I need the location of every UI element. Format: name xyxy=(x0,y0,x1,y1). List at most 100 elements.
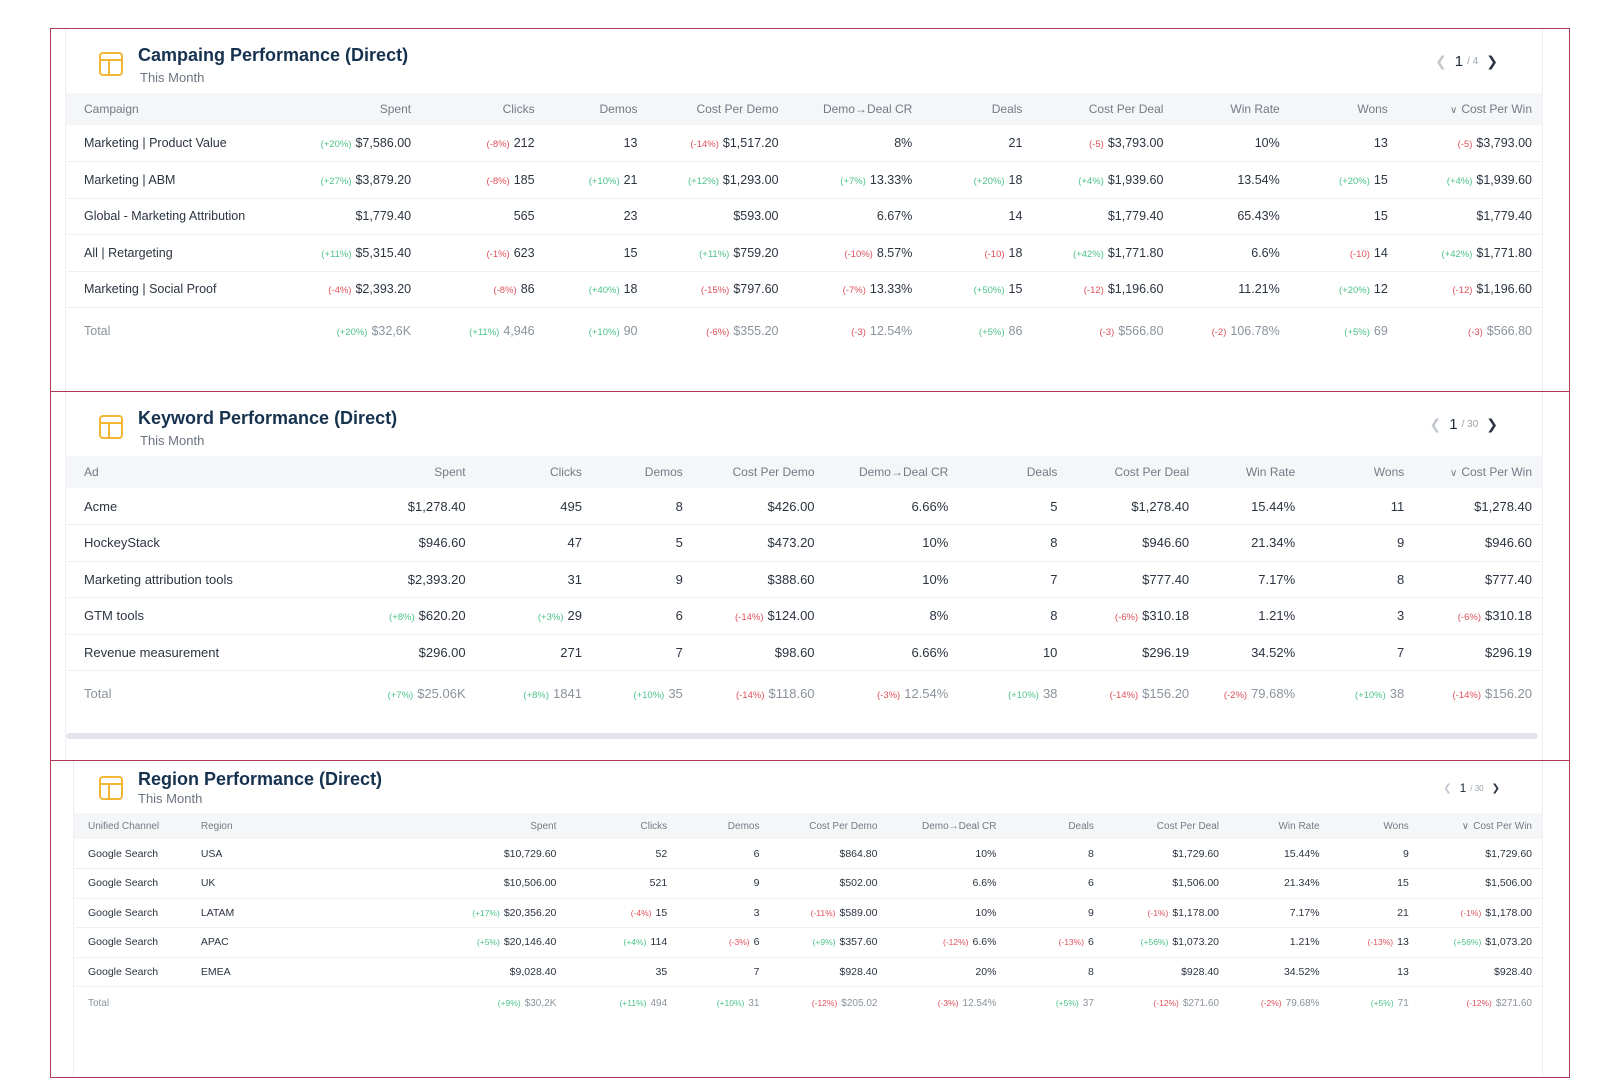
metric-value: $296.19 xyxy=(1142,644,1190,660)
row-name-cell: Google Search xyxy=(74,868,187,899)
metric-cell: (+5%) 37 xyxy=(1006,987,1103,1021)
table-row[interactable]: Marketing | Social Proof (-4%) $2,393.20 (-… xyxy=(66,271,1542,308)
table-row[interactable]: Google Search EMEA $9,028.40 35 7 $928.40 20% 8… xyxy=(74,957,1542,987)
chevron-left-icon[interactable]: ❮ xyxy=(1429,416,1442,432)
column-header[interactable]: Clicks xyxy=(566,813,677,839)
column-header[interactable]: Campaign xyxy=(66,93,292,125)
total-label: Total xyxy=(88,998,110,1010)
column-header[interactable]: Cost Per Demo xyxy=(693,456,825,488)
table-row[interactable]: Google Search USA $10,729.60 52 6 $864.80 10% 8… xyxy=(74,839,1542,869)
column-header[interactable]: Deals xyxy=(922,93,1032,125)
metric-cell: 7 xyxy=(677,957,770,987)
column-header[interactable]: Cost Per Demo xyxy=(648,93,789,125)
column-header[interactable]: Demos xyxy=(545,93,648,125)
column-header[interactable]: Win Rate xyxy=(1199,456,1305,488)
column-header[interactable]: Wons xyxy=(1290,93,1398,125)
chevron-down-icon[interactable]: ∨ xyxy=(1461,820,1470,832)
column-header[interactable]: Wons xyxy=(1330,813,1419,839)
delta-badge: (-5) xyxy=(1457,139,1473,150)
metric-cell: (+17%) $20,356.20 xyxy=(309,898,567,928)
metric-cell: (+7%) $25.06K xyxy=(344,671,476,717)
delta-badge: (-7%) xyxy=(842,285,866,297)
metric-cell: $2,393.20 xyxy=(343,561,476,598)
column-header[interactable]: Deals xyxy=(1006,813,1103,839)
column-header[interactable]: Cost Per Demo xyxy=(769,813,887,839)
column-header[interactable]: Win Rate xyxy=(1173,93,1289,125)
metric-cell: 21 xyxy=(1329,898,1419,928)
metric-value: $271.60 xyxy=(1182,998,1220,1010)
metric-value: $566.80 xyxy=(1486,323,1532,338)
metric-value: 6.6% xyxy=(972,877,997,890)
table-row[interactable]: All | Retargeting (+11%) $5,315.40 (-1%) 623… xyxy=(66,234,1542,272)
row-name-cell: Google Search xyxy=(74,898,187,928)
column-header[interactable]: Demos xyxy=(592,456,693,488)
column-header[interactable]: ∨ Cost Per Win xyxy=(1398,93,1542,125)
table-row[interactable]: Marketing | Product Value (+20%) $7,586.00… xyxy=(66,125,1542,162)
column-header[interactable]: Spent xyxy=(310,813,566,839)
column-header[interactable]: Region xyxy=(187,813,310,839)
delta-badge: (+8%) xyxy=(389,612,415,624)
metric-cell: $946.60 xyxy=(343,524,476,562)
table-row[interactable]: GTM tools (+8%) $620.20 (+3%) 29 6 (-14%) $124.… xyxy=(66,597,1542,635)
column-header-label: Campaign xyxy=(84,102,139,116)
column-header[interactable]: Cost Per Deal xyxy=(1032,93,1173,125)
table-row[interactable]: Google Search UK $10,506.00 521 9 $502.00 6.6%… xyxy=(74,868,1542,899)
row-name-cell: Marketing | ABM xyxy=(66,161,293,199)
column-header[interactable]: Wons xyxy=(1305,456,1414,488)
table-row[interactable]: Marketing | ABM (+27%) $3,879.20 (-8%) 185 (+… xyxy=(66,161,1542,199)
column-header[interactable]: Win Rate xyxy=(1229,813,1330,839)
column-header[interactable]: Demo→Deal CR xyxy=(825,456,959,488)
chevron-left-icon[interactable]: ❮ xyxy=(1435,53,1447,69)
table-row[interactable]: Global - Marketing Attribution $1,779.40 5… xyxy=(66,198,1542,235)
column-header[interactable]: Unified Channel xyxy=(74,813,187,839)
region-table: Unified Channel Region Spent Clicks Demos Cos… xyxy=(74,813,1542,1021)
table-row[interactable]: Google Search LATAM (+17%) $20,356.20 (-4%) 1… xyxy=(74,898,1542,928)
metric-value: $1,178.00 xyxy=(1172,906,1220,919)
column-header[interactable]: Cost Per Deal xyxy=(1104,813,1229,839)
column-header[interactable]: Clicks xyxy=(421,93,545,125)
chevron-left-icon[interactable]: ❮ xyxy=(1443,782,1452,794)
column-header[interactable]: Spent xyxy=(292,93,421,125)
metric-cell: 6 xyxy=(591,597,693,635)
metric-cell: 495 xyxy=(475,488,592,525)
delta-badge: (-6%) xyxy=(1457,612,1481,624)
metric-cell: (-8%) 185 xyxy=(421,161,545,199)
column-header[interactable]: Clicks xyxy=(476,456,592,488)
chevron-down-icon[interactable]: ∨ xyxy=(1449,105,1458,116)
page-current: 1 xyxy=(1449,416,1458,433)
column-header[interactable]: Ad xyxy=(66,456,344,488)
pagination: ❮ 1 / 30 ❯ xyxy=(1443,781,1500,795)
column-header[interactable]: Demo→Deal CR xyxy=(789,93,923,125)
metric-cell: $502.00 xyxy=(769,868,888,899)
metric-value: 14 xyxy=(1008,209,1023,224)
column-header[interactable]: Demo→Deal CR xyxy=(887,813,1006,839)
delta-badge: (+3%) xyxy=(537,612,564,624)
column-header[interactable]: ∨ Cost Per Win xyxy=(1414,456,1542,488)
table-row[interactable]: Marketing attribution tools $2,393.20 31 9 $… xyxy=(66,561,1542,598)
table-row[interactable]: HockeyStack $946.60 47 5 $473.20 10% 8 $946.60 2… xyxy=(66,524,1542,562)
metric-cell: (+20%) 18 xyxy=(922,161,1033,199)
column-header[interactable]: Demos xyxy=(677,813,769,839)
chevron-right-icon[interactable]: ❯ xyxy=(1486,416,1498,432)
metric-cell: 7 xyxy=(591,634,693,671)
chevron-down-icon[interactable]: ∨ xyxy=(1449,468,1458,479)
metric-cell: 7 xyxy=(958,561,1068,598)
metric-value: 21 xyxy=(1397,906,1409,919)
metric-value: 31 xyxy=(567,571,582,587)
column-header[interactable]: Deals xyxy=(958,456,1067,488)
horizontal-scrollbar[interactable] xyxy=(66,733,1538,739)
chevron-right-icon[interactable]: ❯ xyxy=(1491,782,1500,794)
metric-value: 114 xyxy=(650,936,668,949)
column-header[interactable]: Spent xyxy=(344,456,476,488)
column-header[interactable]: ∨ Cost Per Win xyxy=(1419,813,1542,839)
chevron-right-icon[interactable]: ❯ xyxy=(1486,53,1498,69)
metric-value: $946.60 xyxy=(1142,535,1190,551)
pagination: ❮ 1 / 4 ❯ xyxy=(1435,53,1498,70)
metric-cell: (+56%) $1,073.20 xyxy=(1418,927,1542,958)
table-row[interactable]: Google Search APAC (+5%) $20,146.40 (+4%) 114… xyxy=(74,927,1542,958)
metric-value: 3 xyxy=(753,906,760,919)
table-row[interactable]: Acme $1,278.40 495 8 $426.00 6.66% 5 $1,278.40 1… xyxy=(66,488,1542,525)
metric-cell: (+11%) $759.20 xyxy=(647,234,789,272)
table-row[interactable]: Revenue measurement $296.00 271 7 $98.60 6.66… xyxy=(66,634,1542,671)
column-header[interactable]: Cost Per Deal xyxy=(1067,456,1199,488)
